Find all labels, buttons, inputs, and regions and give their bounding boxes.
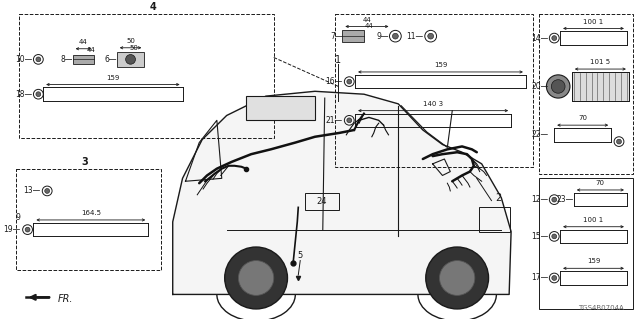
Text: 15—: 15—	[531, 232, 548, 241]
Bar	[572, 72, 629, 101]
Circle shape	[239, 260, 274, 295]
Text: 70: 70	[596, 180, 605, 186]
Text: 14—: 14—	[531, 34, 548, 43]
Text: 11—: 11—	[406, 32, 423, 41]
Bar	[479, 207, 510, 232]
Text: 18—: 18—	[15, 90, 33, 99]
Text: 50: 50	[126, 38, 135, 44]
Bar	[335, 14, 532, 167]
Text: 3: 3	[81, 157, 88, 167]
Text: 5: 5	[298, 251, 303, 260]
Text: 50: 50	[129, 45, 138, 51]
Circle shape	[552, 36, 557, 41]
Text: TGS4B0704A: TGS4B0704A	[578, 305, 624, 311]
Text: 6—: 6—	[104, 55, 117, 64]
Circle shape	[225, 247, 287, 309]
Text: 7—: 7—	[330, 32, 342, 41]
Circle shape	[347, 118, 352, 123]
Bar	[539, 14, 633, 173]
Circle shape	[616, 139, 621, 144]
Circle shape	[392, 33, 398, 39]
Text: 44: 44	[362, 17, 371, 23]
Text: 19—: 19—	[3, 225, 20, 234]
Circle shape	[547, 75, 570, 98]
Text: 159: 159	[587, 259, 600, 264]
Text: 20—: 20—	[531, 82, 548, 91]
Bar	[342, 30, 364, 42]
Circle shape	[440, 260, 475, 295]
Text: 21—: 21—	[325, 116, 342, 125]
Text: 16—: 16—	[325, 77, 342, 86]
Text: 140 3: 140 3	[423, 101, 443, 107]
Text: 100 1: 100 1	[584, 19, 604, 25]
Circle shape	[426, 247, 488, 309]
Text: 17—: 17—	[531, 274, 548, 283]
Text: 24: 24	[317, 197, 327, 206]
Circle shape	[552, 234, 557, 239]
Text: 159: 159	[434, 62, 447, 68]
Text: 8—: 8—	[60, 55, 73, 64]
Text: 10—: 10—	[15, 55, 33, 64]
Bar	[19, 14, 274, 138]
Circle shape	[347, 79, 352, 84]
Text: 4: 4	[150, 2, 157, 12]
Text: 100 1: 100 1	[584, 217, 604, 223]
Polygon shape	[173, 91, 511, 294]
Circle shape	[25, 227, 30, 232]
Text: 44: 44	[79, 39, 88, 45]
Text: 164.5: 164.5	[81, 210, 101, 216]
Circle shape	[552, 276, 557, 280]
Bar	[305, 193, 339, 210]
Text: 101 5: 101 5	[590, 59, 611, 65]
Text: 44: 44	[87, 47, 96, 53]
Bar	[572, 72, 629, 101]
Text: 70: 70	[578, 115, 588, 121]
Circle shape	[36, 57, 41, 62]
Bar	[117, 52, 144, 67]
Bar	[73, 54, 94, 64]
Circle shape	[36, 92, 41, 97]
Text: FR.: FR.	[58, 294, 74, 304]
Text: 12—: 12—	[531, 195, 548, 204]
Circle shape	[125, 54, 136, 64]
Text: 13—: 13—	[23, 187, 40, 196]
Circle shape	[428, 33, 434, 39]
Text: 9: 9	[16, 212, 20, 221]
Text: 44: 44	[365, 23, 373, 29]
Circle shape	[551, 80, 565, 93]
Bar	[16, 169, 161, 270]
Bar	[246, 96, 315, 120]
Text: 2: 2	[495, 193, 502, 203]
Text: 9—: 9—	[376, 32, 388, 41]
Circle shape	[552, 197, 557, 202]
Text: 159: 159	[106, 75, 120, 81]
Circle shape	[45, 188, 50, 193]
Text: 22—: 22—	[531, 130, 548, 139]
Bar	[539, 178, 633, 309]
Text: 1: 1	[335, 55, 342, 65]
Text: 23—: 23—	[557, 195, 574, 204]
